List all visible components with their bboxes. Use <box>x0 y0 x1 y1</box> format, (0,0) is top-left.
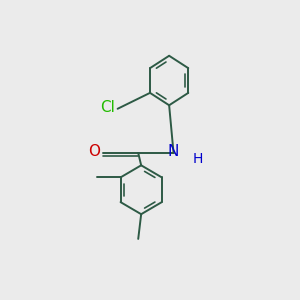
Text: H: H <box>193 152 203 167</box>
Text: Cl: Cl <box>100 100 115 115</box>
Text: N: N <box>168 144 179 159</box>
Text: O: O <box>88 144 101 159</box>
